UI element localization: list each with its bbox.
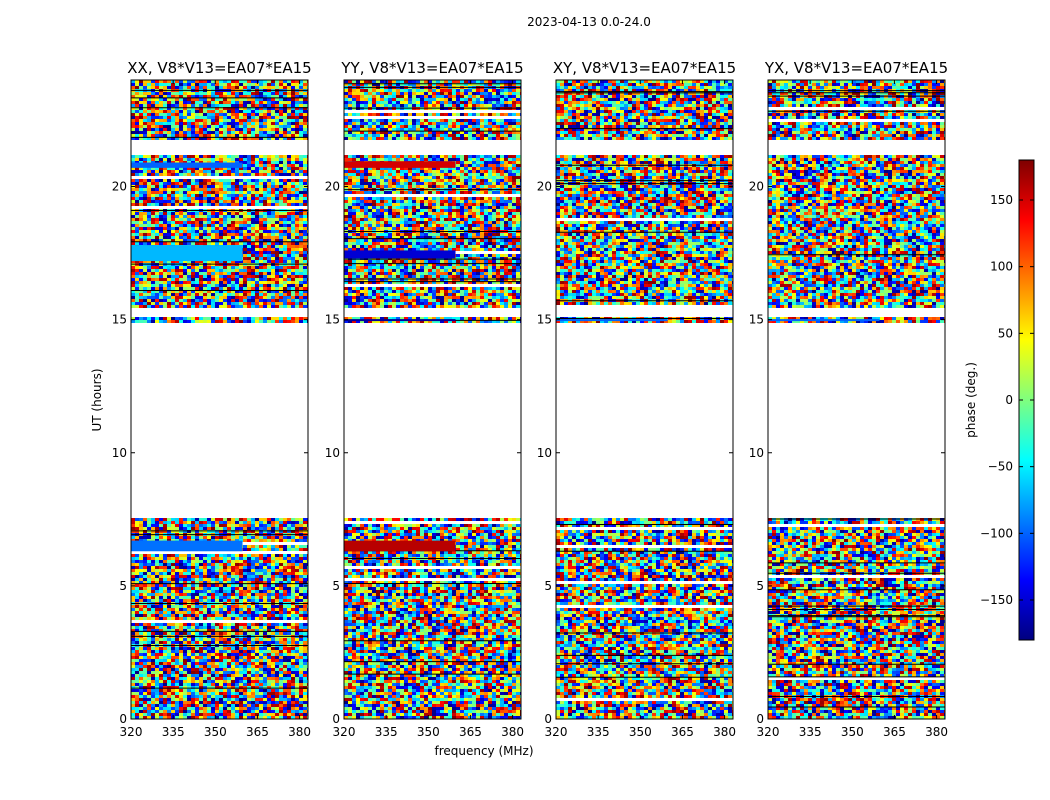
- panel-title: YX, V8*V13=EA07*EA15: [764, 59, 948, 77]
- phase-stripe: [344, 319, 456, 322]
- colorbar-ticks: 150 100 50 0 −50 −100 −150: [980, 193, 1034, 607]
- x-tick-label: 335: [162, 725, 185, 739]
- x-tick-label: 335: [799, 725, 822, 739]
- phase-heatmap: [556, 80, 733, 719]
- y-tick-label: 0: [756, 712, 764, 726]
- y-tick-label: 15: [325, 313, 340, 327]
- phase-stripe: [344, 161, 456, 168]
- y-tick-label: 20: [537, 180, 552, 194]
- x-tick-label: 320: [757, 725, 780, 739]
- panel-title: YY, V8*V13=EA07*EA15: [340, 59, 523, 77]
- panel-3: XY, V8*V13=EA07*EA15 320 335 350 365 380 0 5 10 1…: [537, 59, 736, 739]
- y-tick-label: 5: [119, 579, 127, 593]
- colorbar-tick-label: −100: [980, 526, 1013, 540]
- y-tick-label: 10: [325, 446, 340, 460]
- x-tick-label: 380: [925, 725, 948, 739]
- x-tick-label: 365: [883, 725, 906, 739]
- x-tick-label: 380: [713, 725, 736, 739]
- panel-frame: [555, 79, 734, 720]
- colorbar-tick-label: −50: [988, 460, 1013, 474]
- x-tick-label: 320: [120, 725, 143, 739]
- phase-heatmap: [131, 80, 308, 719]
- panel-frame: [130, 79, 309, 720]
- y-tick-label: 0: [332, 712, 340, 726]
- x-tick-label: 335: [375, 725, 398, 739]
- colorbar: 150 100 50 0 −50 −100 −150 phase (deg.): [964, 159, 1035, 641]
- y-tick-label: 5: [756, 579, 764, 593]
- phase-stripe: [131, 162, 243, 168]
- x-tick-label: 365: [459, 725, 482, 739]
- colorbar-tick-label: −150: [980, 593, 1013, 607]
- y-tick-label: 15: [112, 313, 127, 327]
- panel-title: XX, V8*V13=EA07*EA15: [127, 59, 311, 77]
- panel-2: YY, V8*V13=EA07*EA15 320 335 350 365 380 0 5 10 1…: [325, 59, 524, 739]
- colorbar-tick-label: 50: [998, 326, 1013, 340]
- y-tick-label: 15: [749, 313, 764, 327]
- colorbar-tick-label: 0: [1005, 393, 1013, 407]
- phase-heatmap: [344, 80, 521, 719]
- panel-title: XY, V8*V13=EA07*EA15: [553, 59, 736, 77]
- x-tick-label: 380: [501, 725, 524, 739]
- panel-4: YX, V8*V13=EA07*EA15 320 335 350 365 380 0 5 10 1…: [749, 59, 948, 739]
- y-tick-label: 5: [332, 579, 340, 593]
- phase-stripe: [344, 540, 456, 552]
- phase-stripe: [768, 319, 880, 322]
- colorbar-tick-label: 150: [990, 193, 1013, 207]
- x-axis-label: frequency (MHz): [434, 744, 533, 758]
- phase-heatmap: [768, 80, 945, 719]
- x-tick-label: 365: [246, 725, 269, 739]
- y-tick-label: 20: [749, 180, 764, 194]
- x-tick-label: 350: [841, 725, 864, 739]
- y-tick-label: 20: [325, 180, 340, 194]
- phase-stripe: [131, 540, 243, 552]
- x-tick-label: 335: [587, 725, 610, 739]
- x-tick-label: 365: [671, 725, 694, 739]
- x-tick-label: 320: [333, 725, 356, 739]
- panel-frame: [343, 79, 522, 720]
- y-tick-label: 0: [119, 712, 127, 726]
- colorbar-tick-label: 100: [990, 260, 1013, 274]
- y-tick-label: 0: [544, 712, 552, 726]
- y-tick-label: 20: [112, 180, 127, 194]
- y-tick-label: 5: [544, 579, 552, 593]
- panel-1: XX, V8*V13=EA07*EA15 320 335 350 365 380 0 5 10 1…: [112, 59, 312, 739]
- y-tick-label: 15: [537, 313, 552, 327]
- x-tick-label: 350: [629, 725, 652, 739]
- x-tick-label: 350: [417, 725, 440, 739]
- x-tick-label: 380: [288, 725, 311, 739]
- figure-suptitle: 2023-04-13 0.0-24.0: [527, 15, 651, 29]
- x-tick-label: 320: [545, 725, 568, 739]
- x-tick-label: 350: [204, 725, 227, 739]
- y-tick-label: 10: [749, 446, 764, 460]
- y-tick-label: 10: [112, 446, 127, 460]
- phase-stripe: [556, 319, 668, 322]
- phase-stripe: [344, 250, 456, 259]
- y-tick-label: 10: [537, 446, 552, 460]
- phase-stripe: [131, 245, 243, 262]
- panel-frame: [767, 79, 946, 720]
- colorbar-label: phase (deg.): [964, 362, 978, 438]
- panels-group: XX, V8*V13=EA07*EA15 320 335 350 365 380 0 5 10 1…: [112, 59, 948, 739]
- y-axis-label: UT (hours): [90, 368, 104, 431]
